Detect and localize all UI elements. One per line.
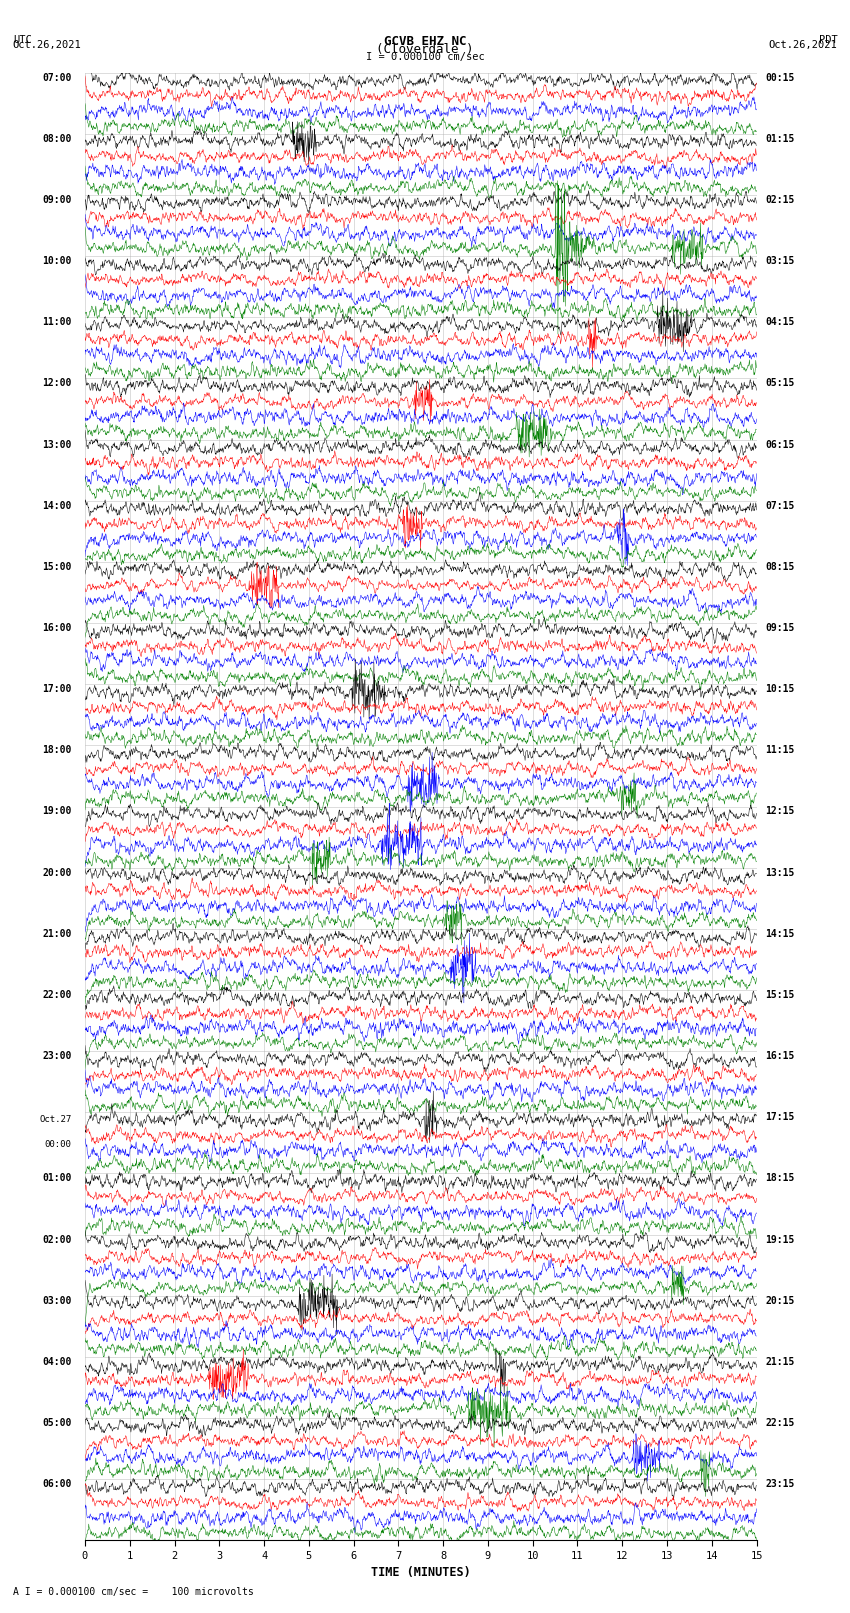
- Text: 22:15: 22:15: [766, 1418, 795, 1428]
- Text: 14:00: 14:00: [42, 500, 71, 511]
- Text: 13:15: 13:15: [766, 868, 795, 877]
- Text: 16:00: 16:00: [42, 623, 71, 632]
- Text: 11:15: 11:15: [766, 745, 795, 755]
- Text: 08:00: 08:00: [42, 134, 71, 144]
- Text: PDT: PDT: [819, 35, 837, 45]
- Text: 19:00: 19:00: [42, 806, 71, 816]
- Text: 14:15: 14:15: [766, 929, 795, 939]
- Text: Oct.27: Oct.27: [39, 1115, 71, 1124]
- Text: Oct.26,2021: Oct.26,2021: [13, 40, 82, 50]
- Text: 17:15: 17:15: [766, 1113, 795, 1123]
- Text: 22:00: 22:00: [42, 990, 71, 1000]
- Text: 03:15: 03:15: [766, 256, 795, 266]
- Text: 21:15: 21:15: [766, 1357, 795, 1366]
- Text: 15:15: 15:15: [766, 990, 795, 1000]
- Text: 16:15: 16:15: [766, 1052, 795, 1061]
- Text: 12:15: 12:15: [766, 806, 795, 816]
- Text: 10:15: 10:15: [766, 684, 795, 694]
- Text: 02:15: 02:15: [766, 195, 795, 205]
- Text: 23:15: 23:15: [766, 1479, 795, 1489]
- Text: 05:15: 05:15: [766, 379, 795, 389]
- Text: 07:15: 07:15: [766, 500, 795, 511]
- Text: (Cloverdale ): (Cloverdale ): [377, 44, 473, 56]
- Text: A I = 0.000100 cm/sec =    100 microvolts: A I = 0.000100 cm/sec = 100 microvolts: [13, 1587, 253, 1597]
- Text: 01:15: 01:15: [766, 134, 795, 144]
- Text: 06:00: 06:00: [42, 1479, 71, 1489]
- Text: 15:00: 15:00: [42, 561, 71, 573]
- Text: 20:15: 20:15: [766, 1295, 795, 1307]
- Text: 04:15: 04:15: [766, 318, 795, 327]
- X-axis label: TIME (MINUTES): TIME (MINUTES): [371, 1566, 471, 1579]
- Text: 07:00: 07:00: [42, 73, 71, 82]
- Text: GCVB EHZ NC: GCVB EHZ NC: [383, 35, 467, 48]
- Text: 06:15: 06:15: [766, 440, 795, 450]
- Text: 05:00: 05:00: [42, 1418, 71, 1428]
- Text: UTC: UTC: [13, 35, 31, 45]
- Text: 11:00: 11:00: [42, 318, 71, 327]
- Text: 12:00: 12:00: [42, 379, 71, 389]
- Text: 13:00: 13:00: [42, 440, 71, 450]
- Text: 10:00: 10:00: [42, 256, 71, 266]
- Text: 00:15: 00:15: [766, 73, 795, 82]
- Text: 03:00: 03:00: [42, 1295, 71, 1307]
- Text: Oct.26,2021: Oct.26,2021: [768, 40, 837, 50]
- Text: 23:00: 23:00: [42, 1052, 71, 1061]
- Text: 21:00: 21:00: [42, 929, 71, 939]
- Text: 08:15: 08:15: [766, 561, 795, 573]
- Text: 18:15: 18:15: [766, 1174, 795, 1184]
- Text: 20:00: 20:00: [42, 868, 71, 877]
- Text: 01:00: 01:00: [42, 1174, 71, 1184]
- Text: 02:00: 02:00: [42, 1234, 71, 1245]
- Text: 00:00: 00:00: [45, 1140, 71, 1148]
- Text: 17:00: 17:00: [42, 684, 71, 694]
- Text: 09:00: 09:00: [42, 195, 71, 205]
- Text: 04:00: 04:00: [42, 1357, 71, 1366]
- Text: 19:15: 19:15: [766, 1234, 795, 1245]
- Text: 09:15: 09:15: [766, 623, 795, 632]
- Text: I = 0.000100 cm/sec: I = 0.000100 cm/sec: [366, 52, 484, 61]
- Text: 18:00: 18:00: [42, 745, 71, 755]
